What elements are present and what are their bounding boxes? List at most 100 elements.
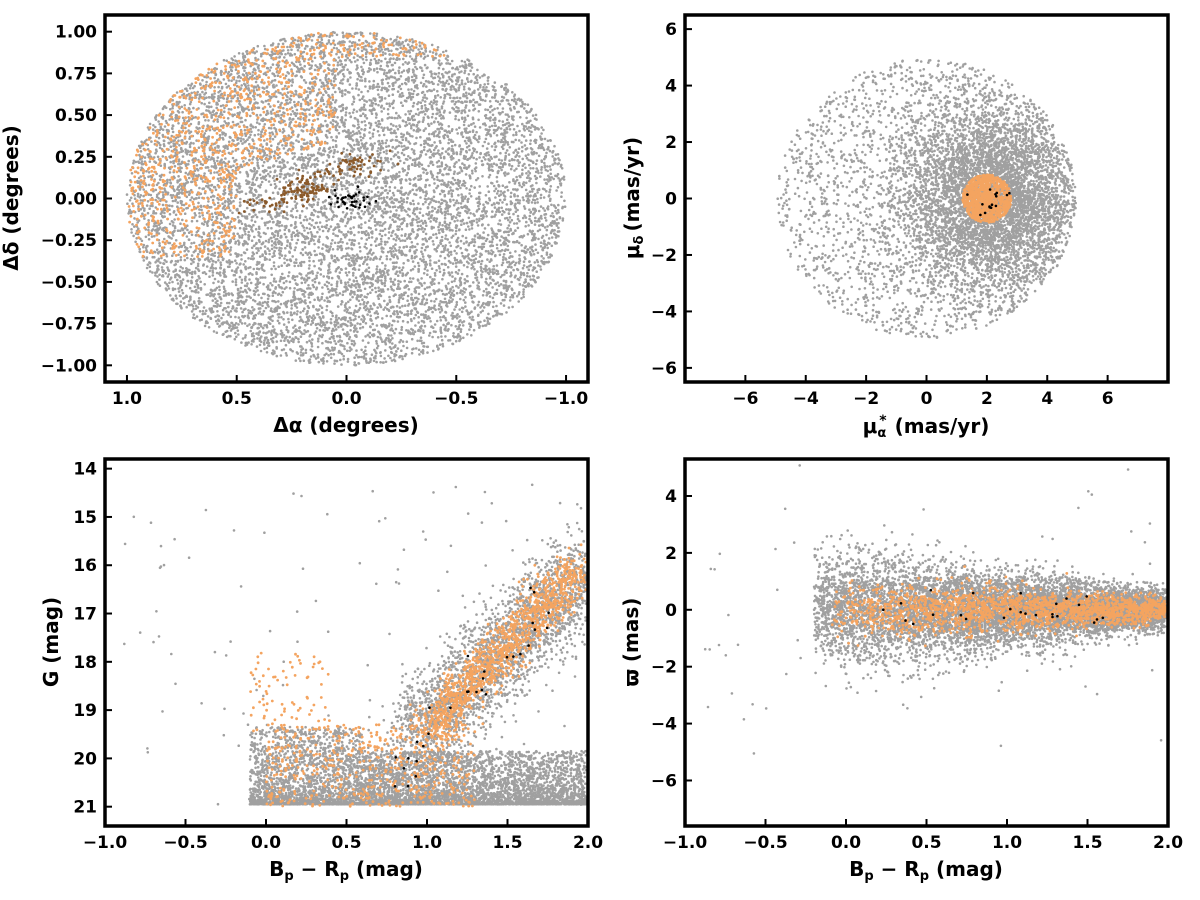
sky-field-point <box>379 258 382 261</box>
sky-field-point <box>548 191 551 194</box>
sky-field-point <box>495 100 498 103</box>
sky-field-point <box>512 141 515 144</box>
sky-field-point <box>476 233 479 236</box>
sky-field-point <box>453 170 456 173</box>
sky-field-point <box>481 160 484 163</box>
sky-field-point <box>270 81 273 84</box>
sky-field-point <box>454 306 457 309</box>
sky-field-point <box>291 238 294 241</box>
sky-field-point <box>238 316 241 319</box>
sky-field-point <box>364 221 367 224</box>
sky-field-point <box>354 315 357 318</box>
sky-field-point <box>324 326 327 329</box>
sky-field-point <box>130 197 133 200</box>
sky-field-point <box>168 273 171 276</box>
sky-field-point <box>440 326 443 329</box>
sky-field-point <box>305 81 308 84</box>
sky-field-point <box>555 153 558 156</box>
sky-field-point <box>521 150 524 153</box>
sky-field-point <box>235 262 238 265</box>
sky-field-point <box>249 115 252 118</box>
sky-field-point <box>492 251 495 254</box>
sky-field-point <box>299 311 302 314</box>
sky-field-point <box>450 79 453 82</box>
sky-field-point <box>491 145 494 148</box>
sky-field-point <box>426 298 429 301</box>
sky-field-point <box>468 93 471 96</box>
sky-field-point <box>176 279 179 282</box>
sky-field-point <box>475 162 478 165</box>
sky-field-point <box>350 312 353 315</box>
sky-field-point <box>528 111 531 114</box>
sky-field-point <box>374 224 377 227</box>
sky-field-point <box>420 250 423 253</box>
sky-field-point <box>360 182 363 185</box>
sky-field-point <box>420 47 423 50</box>
sky-field-point <box>198 215 201 218</box>
sky-field-point <box>224 165 227 168</box>
sky-field-point <box>519 116 522 119</box>
sky-field-point <box>353 49 356 52</box>
sky-field-point <box>402 63 405 66</box>
sky-field-point <box>517 164 520 167</box>
sky-field-point <box>318 361 321 364</box>
sky-field-point <box>494 206 497 209</box>
sky-field-point <box>293 287 296 290</box>
sky-field-point <box>300 351 303 354</box>
sky-field-point <box>453 220 456 223</box>
sky-field-point <box>151 256 154 259</box>
sky-field-point <box>503 304 506 307</box>
sky-field-point <box>239 201 242 204</box>
sky-field-point <box>510 266 513 269</box>
sky-field-point <box>310 64 313 67</box>
sky-field-point <box>332 232 335 235</box>
sky-field-point <box>270 268 273 271</box>
sky-field-point <box>398 171 401 174</box>
sky-field-point <box>232 164 235 167</box>
sky-field-point <box>388 70 391 73</box>
sky-field-point <box>264 48 267 51</box>
sky-field-point <box>423 149 426 152</box>
sky-field-point <box>348 184 351 187</box>
sky-field-point <box>459 277 462 280</box>
sky-field-point <box>535 270 538 273</box>
sky-field-point <box>279 169 282 172</box>
sky-field-point <box>462 93 465 96</box>
sky-field-point <box>380 65 383 68</box>
sky-field-point <box>364 346 367 349</box>
sky-field-point <box>402 297 405 300</box>
sky-field-point <box>184 259 187 262</box>
sky-field-point <box>311 338 314 341</box>
sky-field-point <box>175 149 178 152</box>
sky-field-point <box>551 236 554 239</box>
sky-field-point <box>424 249 427 252</box>
sky-field-point <box>293 162 296 165</box>
sky-field-point <box>235 69 238 72</box>
sky-field-point <box>344 156 347 159</box>
sky-field-point <box>213 92 216 95</box>
sky-field-point <box>326 159 329 162</box>
sky-field-point <box>290 311 293 314</box>
sky-field-point <box>182 278 185 281</box>
sky-field-point <box>545 234 548 237</box>
sky-field-point <box>403 286 406 289</box>
sky-field-point <box>342 109 345 112</box>
sky-field-point <box>204 325 207 328</box>
sky-field-point <box>504 296 507 299</box>
sky-field-point <box>294 90 297 93</box>
sky-field-point <box>285 181 288 184</box>
sky-field-point <box>412 277 415 280</box>
sky-field-point <box>209 188 212 191</box>
sky-field-point <box>389 258 392 261</box>
sky-field-point <box>312 214 315 217</box>
sky-field-point <box>338 277 341 280</box>
sky-field-point <box>366 201 369 204</box>
sky-field-point <box>432 233 435 236</box>
sky-field-point <box>510 281 513 284</box>
sky-field-point <box>238 52 241 55</box>
sky-field-point <box>351 183 354 186</box>
sky-field-point <box>258 331 261 334</box>
sky-field-point <box>505 248 508 251</box>
sky-field-point <box>476 74 479 77</box>
sky-field-point <box>343 348 346 351</box>
